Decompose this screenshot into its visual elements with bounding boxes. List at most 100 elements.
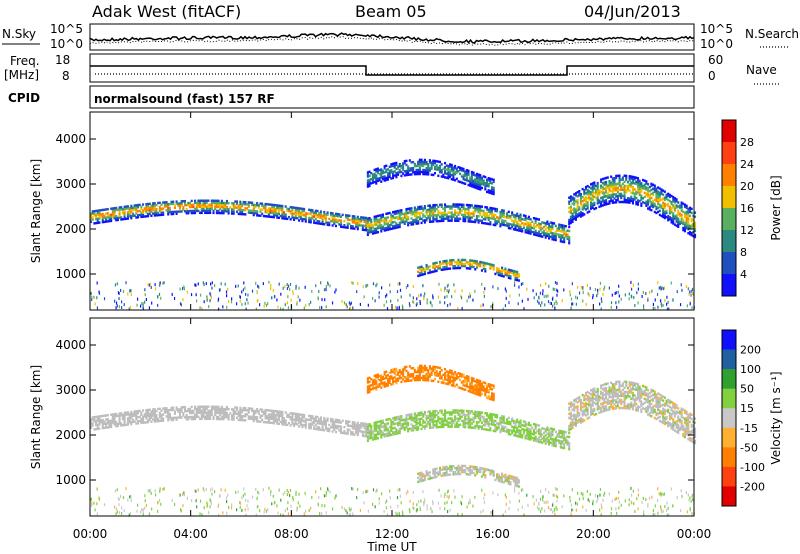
velocity-cell: [321, 426, 324, 430]
power-cell: [130, 208, 133, 212]
power-cell: [232, 212, 235, 215]
power-cell: [529, 230, 532, 233]
power-cell: [249, 211, 252, 214]
velocity-cell: [205, 405, 208, 408]
power-cell: [388, 169, 391, 173]
velocity-cell: [507, 430, 510, 434]
power-cell: [227, 202, 230, 205]
velocity-cell: [381, 383, 385, 387]
power-cell: [578, 291, 581, 295]
velocity-cell: [207, 411, 210, 414]
power-cell: [167, 211, 170, 214]
power-cell: [655, 191, 658, 194]
velocity-cell: [444, 419, 447, 422]
velocity-cell: [482, 423, 485, 427]
power-cell: [417, 164, 420, 168]
power-cell: [641, 201, 645, 204]
power-cell: [569, 215, 572, 219]
power-cell: [114, 299, 116, 303]
velocity-cell: [403, 376, 406, 379]
power-cell: [254, 203, 257, 207]
power-cell: [303, 209, 306, 213]
power-cell: [398, 209, 401, 212]
velocity-cell: [98, 417, 101, 420]
velocity-cell: [402, 378, 405, 381]
velocity-cell: [375, 435, 378, 438]
power-cell: [487, 210, 490, 213]
velocity-cell: [472, 420, 475, 423]
power-cell: [423, 221, 426, 224]
power-cell: [467, 218, 470, 221]
power-cell: [561, 228, 564, 231]
velocity-cell: [319, 418, 322, 421]
power-cell: [640, 184, 643, 187]
velocity-cell: [338, 421, 341, 424]
power-cell: [489, 267, 492, 270]
velocity-cell: [281, 414, 284, 418]
power-cell: [111, 209, 114, 212]
velocity-cell: [423, 425, 426, 428]
power-cell: [549, 231, 552, 234]
power-cell: [654, 298, 656, 302]
power-cell: [552, 304, 554, 308]
power-cell: [660, 302, 662, 306]
power-cell: [449, 205, 452, 208]
power-cell: [469, 214, 472, 217]
velocity-cell: [511, 419, 514, 422]
power-cell: [373, 217, 376, 221]
power-cell: [241, 202, 244, 206]
power-cell: [660, 192, 663, 195]
power-cell: [554, 306, 556, 310]
power-cell: [160, 203, 163, 206]
power-cell: [534, 219, 537, 222]
power-cell: [465, 267, 468, 270]
power-cell: [479, 186, 482, 189]
velocity-cell: [544, 440, 547, 443]
power-cell: [662, 205, 665, 209]
power-cell: [272, 288, 274, 292]
velocity-cell: [450, 413, 453, 416]
power-cell: [455, 219, 458, 222]
power-cell: [675, 204, 678, 207]
velocity-cell: [140, 411, 143, 414]
velocity-cell: [199, 417, 202, 421]
velocity-cell: [165, 415, 168, 418]
velocity-cell: [388, 429, 391, 433]
power-cell: [459, 217, 462, 221]
power-cell: [621, 178, 624, 181]
power-cell: [123, 209, 126, 213]
power-cell: [269, 211, 272, 214]
velocity-cell: [366, 439, 369, 443]
power-cell: [413, 212, 416, 216]
power-cell: [126, 217, 129, 220]
velocity-cell: [140, 413, 143, 417]
power-cell: [682, 226, 685, 230]
power-cell: [457, 264, 460, 268]
velocity-cell: [502, 425, 505, 429]
velocity-cell: [381, 425, 385, 428]
velocity-cell: [548, 428, 551, 432]
velocity-cell: [351, 421, 354, 424]
power-cell: [517, 219, 520, 222]
power-cell: [212, 201, 215, 204]
power-cell: [613, 183, 616, 186]
power-cell: [633, 178, 636, 181]
velocity-cell: [308, 414, 311, 418]
power-cell: [367, 303, 369, 307]
power-cell: [432, 270, 435, 273]
power-cell: [427, 271, 430, 275]
power-cell: [142, 203, 145, 206]
power-cell: [210, 207, 213, 211]
power-cell: [467, 214, 470, 217]
power-cell: [111, 213, 114, 216]
power-cell: [591, 184, 594, 187]
power-cell: [155, 208, 158, 211]
power-cell: [214, 207, 217, 211]
velocity-cell: [494, 415, 497, 419]
power-cell: [386, 228, 390, 231]
power-cell: [329, 219, 332, 223]
power-cell: [549, 221, 552, 224]
power-cell: [148, 208, 151, 212]
power-cell: [433, 263, 437, 267]
velocity-cell: [274, 410, 277, 413]
